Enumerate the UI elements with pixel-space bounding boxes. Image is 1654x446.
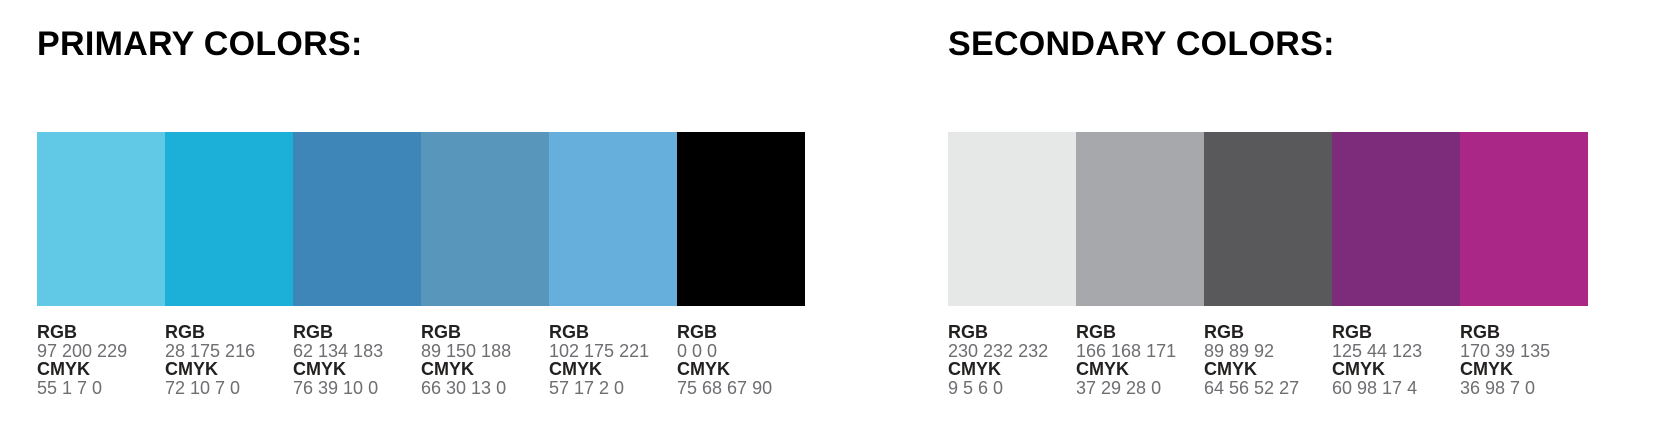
color-swatch-light-cyan-blue	[37, 132, 165, 307]
cmyk-label: CMYK	[165, 359, 218, 380]
cmyk-label: CMYK	[1204, 359, 1257, 380]
cmyk-label: CMYK	[1460, 359, 1513, 380]
swatch-spec-magenta: RGB 170 39 135 CMYK 36 98 7 0	[1460, 323, 1588, 397]
swatch-spec-dark-gray: RGB 89 89 92 CMYK 64 56 52 27	[1204, 323, 1332, 397]
color-swatch-magenta	[1460, 132, 1588, 307]
rgb-value: 89 89 92	[1204, 340, 1275, 361]
color-swatch-steel-blue	[293, 132, 421, 307]
rgb-label: RGB	[677, 322, 717, 343]
rgb-label: RGB	[549, 322, 589, 343]
cmyk-value: 57 17 2 0	[549, 377, 625, 398]
rgb-value: 62 134 183	[293, 340, 384, 361]
cmyk-value: 36 98 7 0	[1460, 377, 1536, 398]
color-swatch-light-gray	[948, 132, 1076, 307]
cmyk-value: 66 30 13 0	[421, 377, 507, 398]
cmyk-value: 75 68 67 90	[677, 377, 773, 398]
rgb-value: 89 150 188	[421, 340, 512, 361]
cmyk-label: CMYK	[37, 359, 90, 380]
rgb-label: RGB	[1076, 322, 1116, 343]
cmyk-label: CMYK	[1332, 359, 1385, 380]
rgb-label: RGB	[37, 322, 77, 343]
color-swatch-cyan-blue	[165, 132, 293, 307]
rgb-label: RGB	[1460, 322, 1500, 343]
cmyk-value: 72 10 7 0	[165, 377, 241, 398]
rgb-value: 166 168 171	[1076, 340, 1177, 361]
swatch-band	[948, 132, 1588, 307]
rgb-label: RGB	[1332, 322, 1372, 343]
swatch-spec-slate-blue: RGB 89 150 188 CMYK 66 30 13 0	[421, 323, 549, 397]
swatch-spec-purple: RGB 125 44 123 CMYK 60 98 17 4	[1332, 323, 1460, 397]
rgb-value: 125 44 123	[1332, 340, 1423, 361]
rgb-value: 102 175 221	[549, 340, 650, 361]
rgb-label: RGB	[293, 322, 333, 343]
rgb-label: RGB	[948, 322, 988, 343]
rgb-label: RGB	[165, 322, 205, 343]
cmyk-value: 37 29 28 0	[1076, 377, 1162, 398]
cmyk-value: 64 56 52 27	[1204, 377, 1300, 398]
cmyk-value: 60 98 17 4	[1332, 377, 1418, 398]
color-swatch-sky-blue	[549, 132, 677, 307]
swatch-specs-row: RGB 230 232 232 CMYK 9 5 6 0 RGB 166 168…	[948, 323, 1588, 397]
cmyk-label: CMYK	[549, 359, 602, 380]
rgb-label: RGB	[1204, 322, 1244, 343]
swatch-spec-steel-blue: RGB 62 134 183 CMYK 76 39 10 0	[293, 323, 421, 397]
swatch-spec-gray: RGB 166 168 171 CMYK 37 29 28 0	[1076, 323, 1204, 397]
swatch-spec-cyan-blue: RGB 28 175 216 CMYK 72 10 7 0	[165, 323, 293, 397]
color-swatch-black	[677, 132, 805, 307]
palette-section-secondary: SECONDARY COLORS: RGB 230 232 232 CMYK 9…	[948, 25, 1588, 397]
swatch-spec-sky-blue: RGB 102 175 221 CMYK 57 17 2 0	[549, 323, 677, 397]
rgb-value: 97 200 229	[37, 340, 128, 361]
palette-title: PRIMARY COLORS:	[37, 25, 363, 63]
swatch-spec-black: RGB 0 0 0 CMYK 75 68 67 90	[677, 323, 805, 397]
rgb-value: 230 232 232	[948, 340, 1049, 361]
color-swatch-purple	[1332, 132, 1460, 307]
cmyk-label: CMYK	[293, 359, 346, 380]
color-swatch-dark-gray	[1204, 132, 1332, 307]
cmyk-label: CMYK	[677, 359, 730, 380]
rgb-value: 28 175 216	[165, 340, 256, 361]
cmyk-label: CMYK	[421, 359, 474, 380]
swatch-specs-row: RGB 97 200 229 CMYK 55 1 7 0 RGB 28 175 …	[37, 323, 805, 397]
swatch-band	[37, 132, 805, 307]
cmyk-value: 55 1 7 0	[37, 377, 103, 398]
color-swatch-slate-blue	[421, 132, 549, 307]
cmyk-label: CMYK	[948, 359, 1001, 380]
rgb-label: RGB	[421, 322, 461, 343]
cmyk-label: CMYK	[1076, 359, 1129, 380]
swatch-spec-light-cyan-blue: RGB 97 200 229 CMYK 55 1 7 0	[37, 323, 165, 397]
cmyk-value: 76 39 10 0	[293, 377, 379, 398]
rgb-value: 0 0 0	[677, 340, 718, 361]
palette-title: SECONDARY COLORS:	[948, 25, 1335, 63]
rgb-value: 170 39 135	[1460, 340, 1551, 361]
cmyk-value: 9 5 6 0	[948, 377, 1004, 398]
color-swatch-gray	[1076, 132, 1204, 307]
palette-section-primary: PRIMARY COLORS: RGB 97 200 229 CMYK 55 1…	[37, 25, 805, 397]
swatch-spec-light-gray: RGB 230 232 232 CMYK 9 5 6 0	[948, 323, 1076, 397]
